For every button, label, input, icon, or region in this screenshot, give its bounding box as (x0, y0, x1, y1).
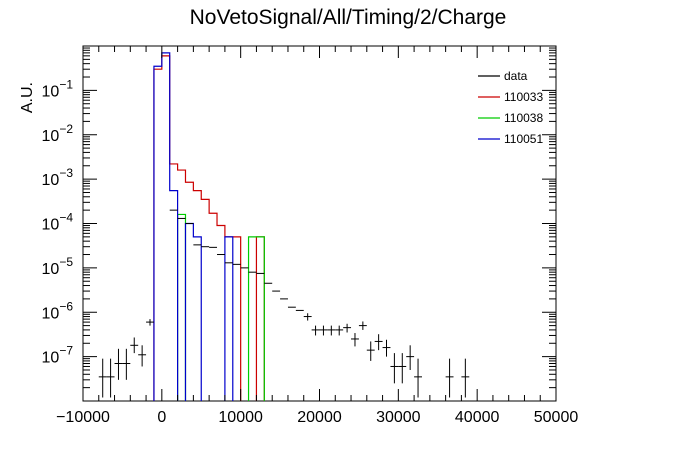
legend-entry-110033: 110033 (478, 90, 543, 104)
data-point (98, 358, 107, 398)
data-point (366, 341, 375, 361)
y-tick-label: 10−3 (42, 166, 74, 189)
data-point (406, 345, 415, 370)
x-tick-label: −10000 (56, 409, 110, 426)
x-tick-label: 10000 (218, 409, 263, 426)
data-point (138, 345, 147, 367)
data-point (114, 348, 123, 380)
data-point (358, 321, 367, 330)
y-tick-label: 10−1 (42, 77, 74, 100)
chart-title: NoVetoSignal/All/Timing/2/Charge (190, 6, 507, 29)
legend-entry-data: data (478, 69, 528, 83)
y-tick-label: 10−5 (42, 255, 74, 278)
data-point (335, 325, 344, 336)
data-point (327, 325, 336, 336)
x-tick-label: 40000 (455, 409, 500, 426)
data-point (343, 323, 352, 333)
y-tick-label: 10−2 (42, 122, 74, 145)
y-tick-label: 10−7 (42, 344, 74, 367)
legend-label: data (504, 69, 528, 83)
data-point (351, 333, 359, 347)
x-tick-label: 30000 (376, 409, 421, 426)
y-tick-label: 10−6 (42, 299, 74, 322)
data-point (390, 353, 399, 384)
data-point (414, 358, 422, 398)
x-tick-label: 20000 (297, 409, 342, 426)
series-110051-histogram (153, 52, 234, 401)
legend-label: 110051 (504, 132, 543, 146)
data-point (130, 337, 139, 354)
x-tick-label: 0 (157, 409, 166, 426)
data-point (382, 339, 391, 357)
data-point (374, 334, 383, 351)
legend-label: 110038 (504, 111, 543, 125)
legend-entry-110051: 110051 (478, 132, 543, 146)
data-point (303, 313, 312, 321)
data-point (445, 358, 454, 398)
y-tick-label: 10−4 (42, 211, 74, 234)
data-point (461, 358, 470, 398)
data-point (146, 319, 154, 326)
legend-label: 110033 (504, 90, 543, 104)
x-tick-label: 50000 (534, 409, 579, 426)
data-point (319, 325, 328, 336)
data-point (106, 358, 115, 398)
legend-entry-110038: 110038 (478, 111, 543, 125)
data-point (311, 325, 320, 336)
y-axis-label: A.U. (19, 82, 36, 113)
data-point (398, 353, 407, 384)
data-point (122, 348, 131, 380)
